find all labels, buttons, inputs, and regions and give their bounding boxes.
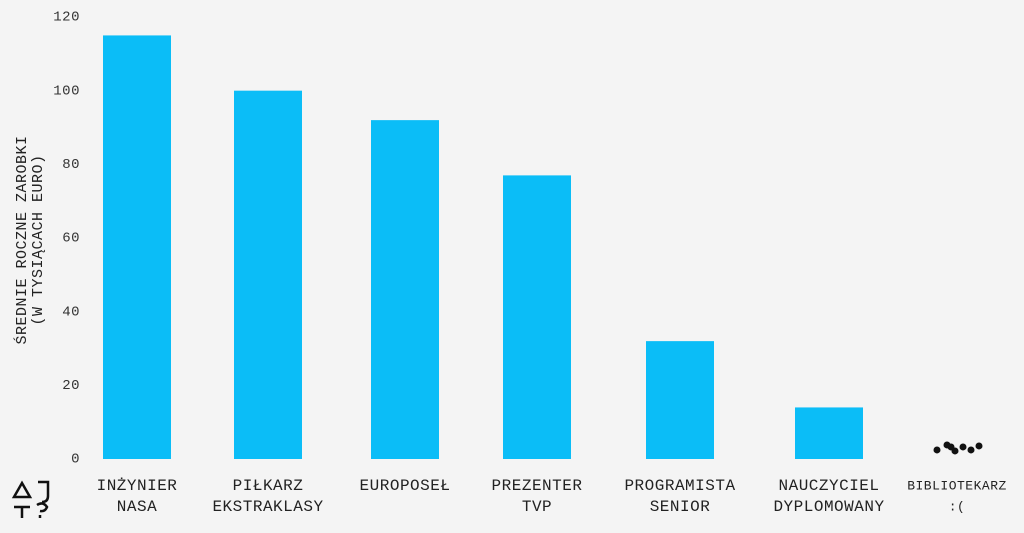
bar <box>234 90 302 460</box>
y-tick-label: 120 <box>53 10 80 26</box>
bar <box>933 441 983 455</box>
dot <box>975 442 983 450</box>
logo <box>11 480 50 518</box>
dot <box>967 446 975 454</box>
x-tick-label: TVP <box>522 498 552 516</box>
y-tick-label: 100 <box>53 83 80 99</box>
x-tick-label: NAUCZYCIEL <box>778 477 879 495</box>
y-tick-label: 40 <box>62 304 80 320</box>
bar <box>371 120 439 459</box>
x-tick-label: PROGRAMISTA <box>624 477 735 495</box>
y-axis-label: ŚREDNIE ROCZNE ZAROBKI <box>13 135 31 344</box>
dot <box>947 443 955 451</box>
x-tick-label: SENIOR <box>650 498 711 516</box>
y-tick-label: 80 <box>62 157 80 173</box>
x-tick-label: PREZENTER <box>492 477 583 495</box>
bar <box>646 341 714 459</box>
bar <box>103 35 171 460</box>
y-tick-label: 20 <box>62 378 80 394</box>
y-tick-label: 0 <box>71 452 80 468</box>
x-tick-label: EKSTRAKLASY <box>212 498 323 516</box>
bar <box>795 407 863 459</box>
x-tick-label: EUROPOSEŁ <box>360 477 451 495</box>
bar <box>503 175 571 459</box>
x-tick-label: INŻYNIER <box>97 476 178 495</box>
x-tick-label: DYPLOMOWANY <box>773 498 884 516</box>
dot <box>959 443 967 451</box>
x-tick-label: BIBLIOTEKARZ <box>907 478 1007 493</box>
x-tick-label: PIŁKARZ <box>233 477 304 495</box>
y-tick-label: 60 <box>62 231 80 247</box>
x-tick-label: NASA <box>117 498 157 516</box>
x-tick-label: :( <box>949 499 966 514</box>
y-axis-label: (W TYSIĄCACH EURO) <box>30 154 47 325</box>
dot <box>933 446 941 454</box>
